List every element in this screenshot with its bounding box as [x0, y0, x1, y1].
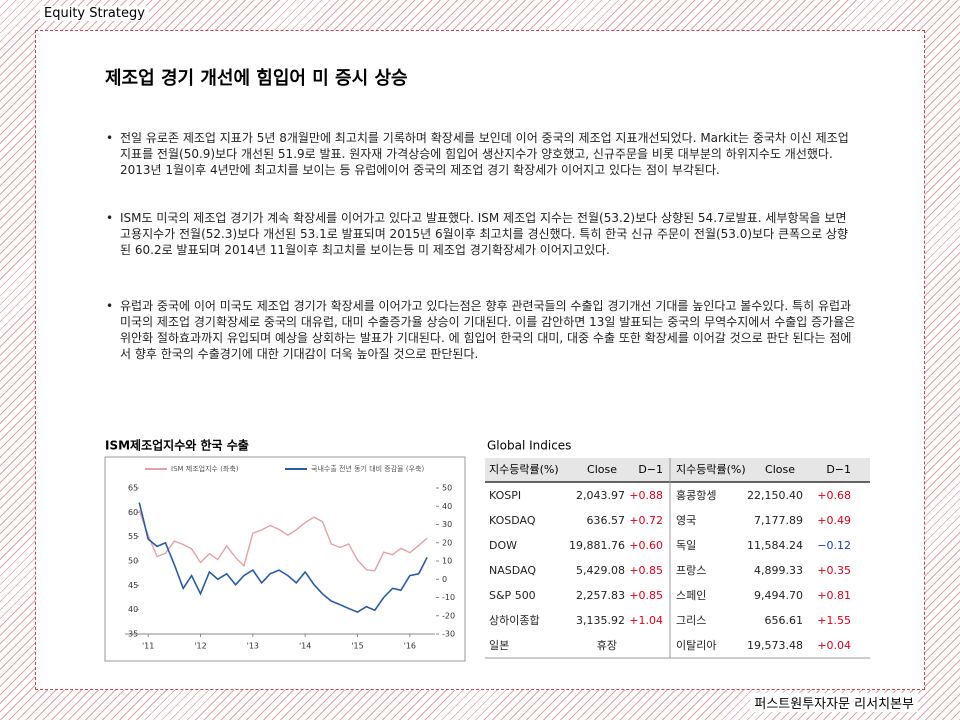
- table-cell: 9,494.70: [754, 589, 803, 602]
- y2-tick-label: 50: [442, 484, 452, 493]
- table-cell: 4,899.33: [754, 564, 803, 577]
- table-header: D−1: [826, 463, 851, 476]
- table-cell: 독일: [676, 538, 696, 552]
- table-cell: +0.49: [817, 514, 851, 527]
- footer: 퍼스트원투자자문 리서치본부: [750, 693, 918, 712]
- y2-tick-label: 20: [442, 538, 452, 547]
- table-cell: KOSDAQ: [489, 514, 536, 527]
- table-header: 지수등락률(%): [489, 463, 559, 476]
- table-header: 지수등락률(%): [676, 463, 746, 476]
- table-cell: 3,135.92: [576, 614, 625, 627]
- bullet: ISM도 미국의 제조업 경기가 계속 확장세를 이어가고 있다고 발표했다. …: [106, 210, 856, 258]
- table-cell: +0.68: [817, 489, 851, 502]
- table-cell: +0.60: [629, 539, 663, 552]
- table-cell: +0.85: [629, 589, 663, 602]
- bullet: 전일 유로존 제조업 지표가 5년 8개월만에 최고치를 기록하며 확장세를 보…: [106, 130, 856, 178]
- y-tick-label: 45: [128, 581, 138, 590]
- y2-tick-label: -10: [442, 593, 455, 602]
- table-cell: S&P 500: [489, 589, 536, 602]
- table-cell: DOW: [489, 539, 517, 552]
- y-tick-label: 40: [128, 605, 138, 614]
- series-line: [138, 510, 428, 572]
- table-cell: 프랑스: [676, 564, 706, 577]
- y2-tick-label: 40: [442, 502, 452, 511]
- table-cell: 22,150.40: [747, 489, 803, 502]
- y2-tick-label: -30: [442, 630, 455, 639]
- section-label: Equity Strategy: [40, 6, 149, 21]
- y-tick-label: 60: [128, 508, 138, 517]
- table-header: D−1: [638, 463, 663, 476]
- bullet: 유럽과 중국에 이어 미국도 제조업 경기가 확장세를 이어가고 있다는점은 향…: [106, 298, 856, 362]
- y2-tick-label: 30: [442, 520, 452, 529]
- table-cell: 656.61: [765, 614, 804, 627]
- table-cell: 휴장: [597, 639, 617, 652]
- chart-title: ISM제조업지수와 한국 수출: [105, 438, 249, 453]
- table-cell: +0.72: [629, 514, 663, 527]
- table-cell: 스페인: [676, 589, 706, 602]
- y-tick-label: 35: [128, 630, 138, 639]
- table-cell: −0.12: [817, 539, 851, 552]
- legend-label: ISM 제조업지수 (좌축): [171, 464, 239, 473]
- y2-tick-label: 10: [442, 557, 452, 566]
- table-cell: +0.81: [817, 589, 851, 602]
- table-cell: 2,257.83: [576, 589, 625, 602]
- table-cell: 영국: [676, 514, 696, 527]
- y-tick-label: 65: [128, 484, 138, 493]
- table-title: Global Indices: [487, 439, 571, 453]
- x-tick-label: '12: [194, 642, 206, 651]
- table-cell: KOSPI: [489, 489, 521, 502]
- table-cell: 일본: [489, 638, 509, 652]
- table-cell: +0.85: [629, 564, 663, 577]
- table-cell: 2,043.97: [576, 489, 625, 502]
- table-header: Close: [765, 463, 795, 476]
- table-header-bg: [485, 458, 870, 482]
- table-cell: 이탈리아: [676, 639, 716, 652]
- x-tick-label: '14: [299, 642, 311, 651]
- chart-frame: [104, 456, 466, 662]
- legend-label: 국내수출 전년 동기 대비 증감율 (우축): [311, 464, 424, 473]
- table-cell: 19,881.76: [569, 539, 625, 552]
- table-cell: 상하이종합: [489, 613, 540, 627]
- y2-tick-label: -20: [442, 611, 455, 620]
- table-header: Close: [587, 463, 617, 476]
- y-tick-label: 50: [128, 557, 138, 566]
- x-tick-label: '15: [351, 642, 363, 651]
- table-cell: NASDAQ: [489, 564, 536, 577]
- headline: 제조업 경기 개선에 힘입어 미 증시 상승: [105, 68, 408, 89]
- y2-tick-label: 0: [442, 575, 447, 584]
- table-cell: +0.35: [817, 564, 851, 577]
- series-line: [138, 502, 428, 613]
- table-cell: 5,429.08: [576, 564, 625, 577]
- table-cell: 그리스: [676, 614, 706, 627]
- y-tick-label: 55: [128, 532, 138, 541]
- table-cell: 19,573.48: [747, 639, 803, 652]
- x-tick-label: '16: [404, 642, 416, 651]
- table-cell: 636.57: [587, 514, 626, 527]
- table-cell: 7,177.89: [754, 514, 803, 527]
- x-tick-label: '13: [247, 642, 259, 651]
- table-cell: +0.88: [629, 489, 663, 502]
- table-cell: 11,584.24: [747, 539, 803, 552]
- table-cell: +1.04: [629, 614, 663, 627]
- table-cell: 홍콩항셍: [676, 488, 716, 502]
- table-cell: +1.55: [817, 614, 851, 627]
- table-cell: +0.04: [817, 639, 851, 652]
- x-tick-label: '11: [142, 642, 154, 651]
